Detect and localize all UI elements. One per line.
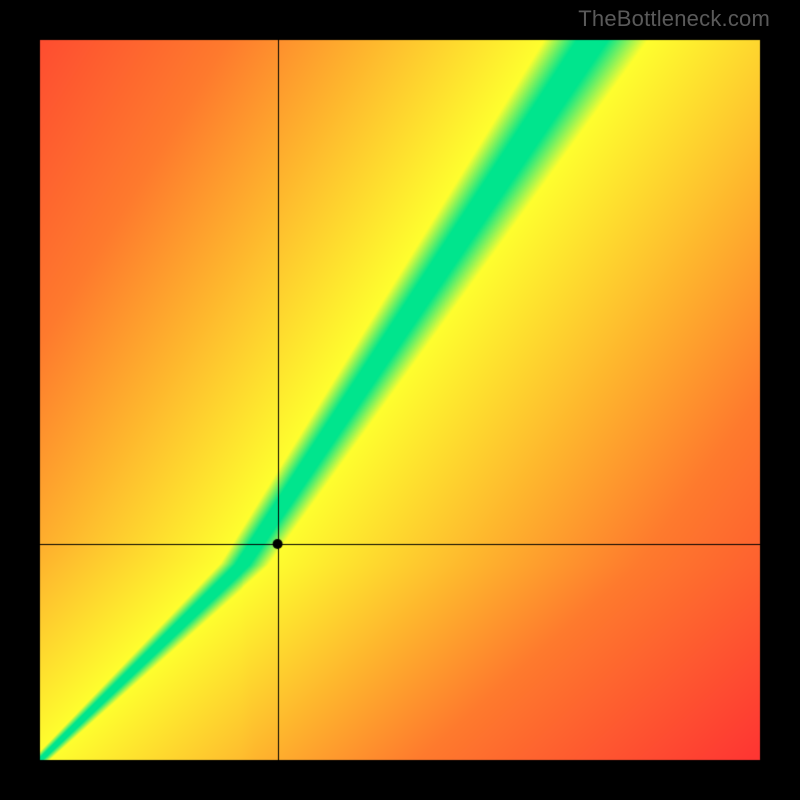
bottleneck-heatmap-canvas	[0, 0, 800, 800]
watermark-text: TheBottleneck.com	[578, 6, 770, 32]
chart-container: TheBottleneck.com	[0, 0, 800, 800]
